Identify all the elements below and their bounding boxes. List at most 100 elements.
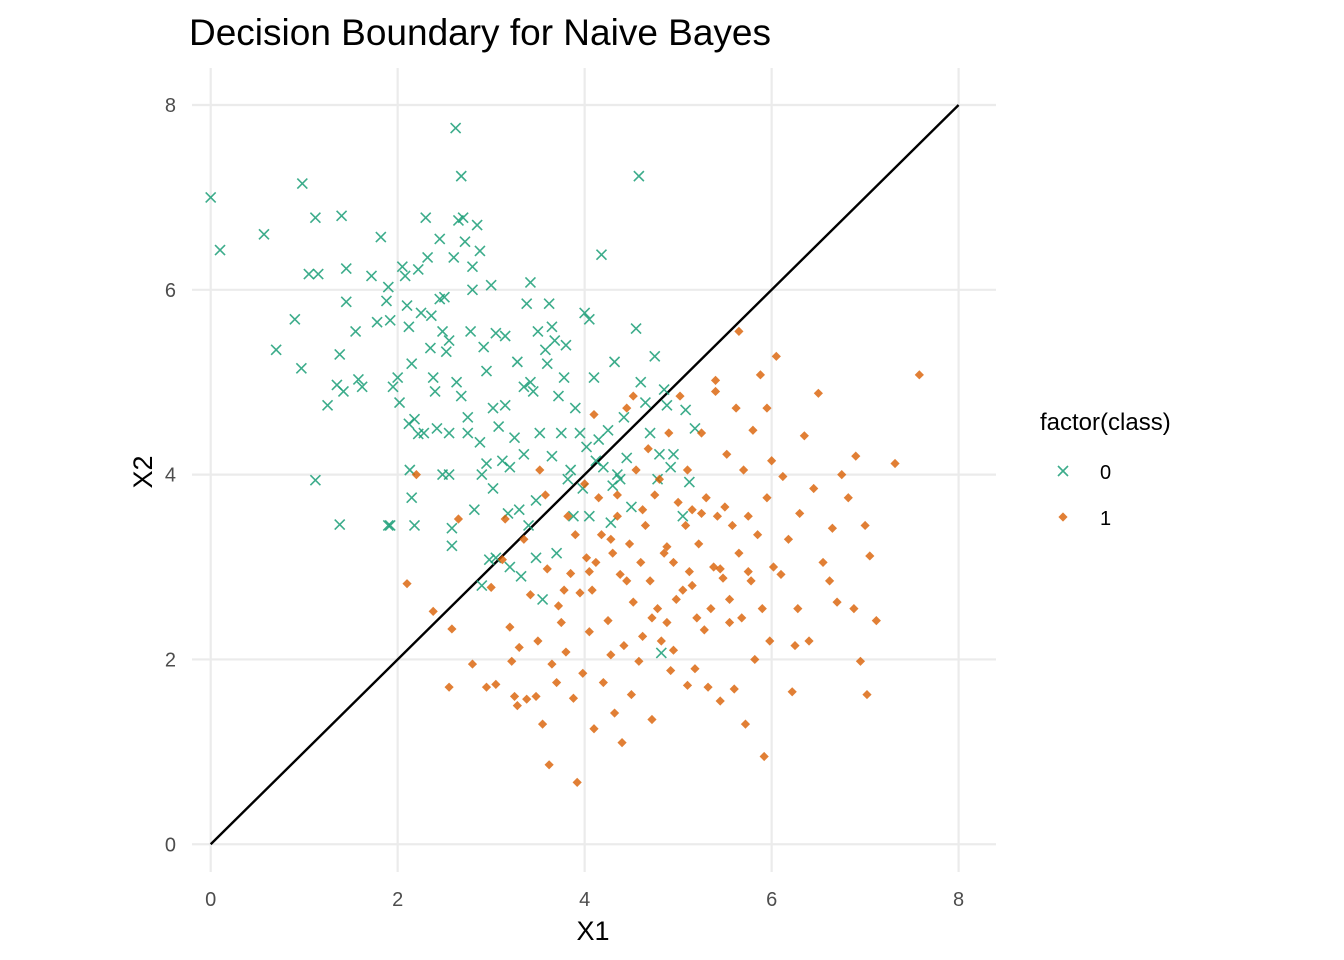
x-marker-stroke xyxy=(356,381,368,393)
class-1-point xyxy=(402,579,412,589)
x-marker-stroke xyxy=(487,482,499,495)
class-1-point xyxy=(624,539,635,549)
x-marker-stroke xyxy=(459,236,471,248)
x-marker-stroke xyxy=(590,455,602,467)
class-1-point xyxy=(619,640,629,651)
x-marker-stroke xyxy=(478,341,490,353)
x-marker-stroke xyxy=(365,270,378,282)
class-0-point xyxy=(530,494,542,507)
x-marker-stroke xyxy=(611,469,623,481)
class-1-point xyxy=(703,682,713,692)
x-marker-stroke xyxy=(499,399,511,411)
class-1-point xyxy=(696,508,707,519)
class-0-point xyxy=(485,279,497,291)
y-axis-ticks: 0 2 4 6 8 xyxy=(165,95,176,856)
class-0-point xyxy=(406,358,418,370)
class-1-point xyxy=(737,613,747,623)
x-marker-stroke xyxy=(649,350,661,362)
class-0-point xyxy=(504,561,516,573)
x-tick-label: 8 xyxy=(953,889,964,911)
x-marker-stroke xyxy=(382,281,394,293)
class-0-point xyxy=(530,552,542,564)
class-1-point xyxy=(584,627,594,637)
x-marker-stroke xyxy=(384,519,396,532)
class-1-point xyxy=(690,664,700,674)
class-1-point xyxy=(776,569,786,580)
x-marker-stroke xyxy=(597,461,609,473)
x-marker-stroke xyxy=(331,379,343,391)
class-0-point xyxy=(446,540,458,552)
class-0-point xyxy=(462,411,474,423)
x-marker-stroke xyxy=(677,510,689,522)
class-1-point xyxy=(662,542,672,552)
class-0-point xyxy=(658,384,670,396)
class-0-point xyxy=(521,298,533,310)
class-1-point xyxy=(542,564,552,574)
x-marker-stroke xyxy=(555,427,567,439)
legend: factor(class) 0 1 xyxy=(1040,409,1171,530)
x-marker-stroke xyxy=(490,552,502,564)
x-marker-stroke xyxy=(303,268,315,280)
x-marker-stroke xyxy=(480,457,493,470)
class-0-point xyxy=(393,396,406,409)
class-1-point xyxy=(514,642,524,653)
class-0-point xyxy=(567,510,579,522)
class-1-point xyxy=(743,567,753,577)
class-0-point xyxy=(518,448,530,460)
class-0-point xyxy=(408,519,421,532)
x-marker-stroke xyxy=(418,427,430,439)
x-marker-stroke xyxy=(680,404,692,416)
class-1-point xyxy=(575,588,585,598)
class-0-point xyxy=(406,492,418,504)
class-1-point xyxy=(497,555,507,565)
decision-boundary xyxy=(209,104,960,846)
x-marker-stroke xyxy=(462,427,474,439)
class-0-point xyxy=(334,518,346,531)
x-marker-stroke xyxy=(485,279,497,291)
class-0-point xyxy=(680,404,692,416)
class-1-point xyxy=(718,573,728,583)
x-marker-stroke xyxy=(593,433,605,446)
class-0-point xyxy=(625,501,637,513)
x-tick-label: 4 xyxy=(579,889,590,911)
class-1-point xyxy=(444,682,454,692)
x-marker-stroke xyxy=(580,441,593,453)
y-tick-label: 8 xyxy=(165,95,176,117)
class-0-point xyxy=(541,358,553,370)
class-1-point xyxy=(871,616,881,626)
class-0-point xyxy=(436,325,449,337)
legend-label-class-1: 1 xyxy=(1100,508,1111,530)
class-1-point xyxy=(606,650,616,660)
class-1-point xyxy=(612,490,622,500)
class-1-point xyxy=(656,636,666,646)
class-0-point xyxy=(602,424,614,436)
class-1-point xyxy=(522,694,532,704)
class-1-point xyxy=(759,751,769,762)
class-1-point xyxy=(615,569,625,580)
class-0-point xyxy=(490,327,502,339)
class-1-point xyxy=(684,567,694,577)
class-1-point xyxy=(572,777,582,787)
class-0-point xyxy=(609,356,621,368)
x-marker-stroke xyxy=(382,519,394,532)
class-0-point xyxy=(466,261,479,273)
class-0-point xyxy=(655,647,667,659)
class-1-point xyxy=(650,490,660,500)
x-marker-stroke xyxy=(466,284,479,296)
x-marker-stroke xyxy=(408,413,421,425)
class-0-point xyxy=(644,427,656,439)
class-0-point xyxy=(270,344,282,356)
x-marker-stroke xyxy=(350,325,362,337)
x-marker-stroke xyxy=(321,399,334,411)
x-tick-label: 0 xyxy=(205,889,216,911)
class-0-point xyxy=(443,469,455,481)
class-1-point xyxy=(596,530,607,540)
class-1-point xyxy=(500,514,510,524)
class-1-point xyxy=(581,553,592,563)
class-0-point xyxy=(446,522,458,534)
class-1-point xyxy=(860,520,870,531)
class-0-point xyxy=(487,482,499,495)
class-1-point xyxy=(824,576,835,586)
class-0-point xyxy=(443,335,455,347)
